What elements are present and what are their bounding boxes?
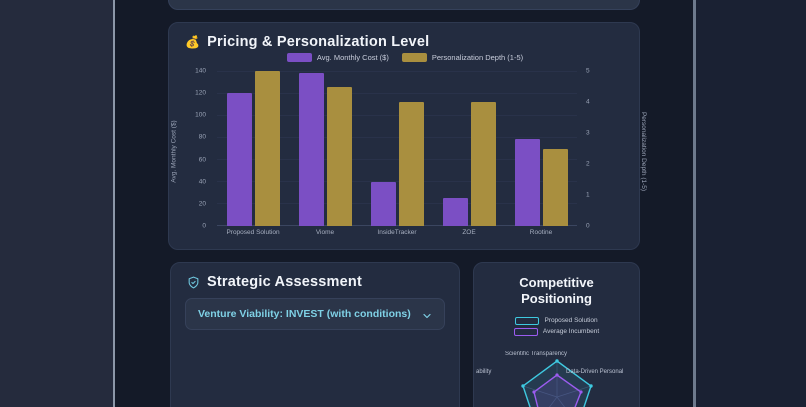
- competitive-card-title: Competitive Positioning: [519, 275, 594, 307]
- y-tick: 60: [198, 156, 206, 164]
- radar-chart: Scientific Transparency ability Data-Dri…: [474, 351, 641, 407]
- y-tick: 20: [198, 200, 206, 208]
- x-label: Rootine: [529, 229, 553, 236]
- y-axis-left: 140 120 100 80 60 40 20 0: [171, 67, 211, 230]
- y-tick: 80: [198, 133, 206, 141]
- radar-axis-label-right: Data-Driven Personal: [566, 369, 624, 375]
- bar-depth[interactable]: [398, 102, 424, 226]
- y-tick: 140: [195, 67, 206, 75]
- radar-swatch-incumbent: [513, 327, 538, 336]
- legend-item-depth[interactable]: Personalization Depth (1-5): [401, 53, 524, 62]
- bar-groups: [217, 71, 577, 226]
- x-label: Proposed Solution: [226, 229, 280, 236]
- legend-item-cost[interactable]: Avg. Monthly Cost ($): [286, 53, 389, 62]
- radar-legend-item-proposed[interactable]: Proposed Solution: [515, 316, 598, 325]
- y2-tick: 1: [586, 191, 590, 199]
- y-tick: 40: [198, 178, 206, 186]
- y-tick: 120: [195, 89, 206, 97]
- bar-depth[interactable]: [326, 86, 352, 226]
- pricing-personalization-card: 💰 Pricing & Personalization Level Avg. M…: [168, 22, 647, 251]
- venture-viability-accordion[interactable]: Venture Viability: INVEST (with conditio…: [185, 298, 445, 330]
- bar-cost[interactable]: [226, 93, 252, 226]
- bar-depth[interactable]: [254, 71, 280, 226]
- money-bag-icon: 💰: [185, 35, 201, 49]
- strategic-assessment-card: Strategic Assessment Venture Viability: …: [170, 262, 460, 407]
- radar-legend: Proposed Solution Average Incumbent: [474, 316, 639, 336]
- y-tick: 100: [195, 111, 206, 119]
- bar-group: [370, 71, 424, 226]
- radar-legend-label-proposed: Proposed Solution: [544, 317, 598, 324]
- radar-polygons: [521, 359, 593, 407]
- x-axis-labels: Proposed Solution Viome InsideTracker ZO…: [217, 229, 577, 236]
- y2-tick: 0: [586, 222, 590, 230]
- x-label: InsideTracker: [377, 229, 417, 236]
- bar-cost[interactable]: [514, 138, 540, 226]
- y-tick: 0: [202, 222, 206, 230]
- strategic-card-header: Strategic Assessment: [171, 263, 459, 290]
- y2-tick: 5: [586, 67, 590, 75]
- bar-group: [442, 71, 496, 226]
- pricing-card-title: Pricing & Personalization Level: [207, 34, 430, 50]
- bar-depth[interactable]: [542, 148, 568, 226]
- legend-label-depth: Personalization Depth (1-5): [431, 53, 524, 62]
- bar-cost[interactable]: [442, 198, 468, 226]
- chevron-down-icon[interactable]: [421, 309, 432, 320]
- main-content: 💰 Pricing & Personalization Level Avg. M…: [115, 0, 693, 407]
- bar-group: [298, 71, 352, 226]
- y2-tick: 4: [586, 98, 590, 106]
- venture-viability-label: Venture Viability: INVEST (with conditio…: [198, 308, 411, 320]
- y-axis-right-title: Personalization Depth (1-5): [640, 111, 648, 192]
- chart-legend: Avg. Monthly Cost ($) Personalization De…: [169, 53, 641, 62]
- bar-depth[interactable]: [470, 102, 496, 226]
- strategic-card-title: Strategic Assessment: [207, 274, 362, 290]
- radar-axis-label-left: ability: [476, 369, 492, 375]
- bar-cost[interactable]: [370, 181, 396, 226]
- legend-swatch-depth: [401, 53, 427, 62]
- bar-group: [226, 71, 280, 226]
- x-label: ZOE: [462, 229, 476, 236]
- shield-check-icon: [187, 276, 200, 289]
- right-gutter: [696, 0, 806, 407]
- legend-swatch-cost: [286, 53, 312, 62]
- y-axis-left-title: Avg. Monthly Cost ($): [170, 120, 178, 183]
- y2-tick: 2: [586, 160, 590, 168]
- bar-cost[interactable]: [298, 73, 324, 226]
- left-gutter: [0, 0, 113, 407]
- plot-area: [217, 71, 577, 226]
- x-label: Viome: [315, 229, 335, 236]
- radar-axis-label-top: Scientific Transparency: [505, 351, 568, 357]
- left-panel-divider: [113, 0, 115, 407]
- radar-swatch-proposed: [515, 316, 540, 325]
- competitive-positioning-card: Competitive Positioning Proposed Solutio…: [473, 262, 640, 407]
- pricing-card-header: 💰 Pricing & Personalization Level: [169, 23, 639, 50]
- radar-legend-item-incumbent[interactable]: Average Incumbent: [513, 327, 600, 336]
- pricing-bar-chart: Avg. Monthly Cost ($) Personalization De…: [169, 53, 647, 251]
- card-above-partial: [168, 0, 640, 10]
- bar-group: [514, 71, 568, 226]
- legend-label-cost: Avg. Monthly Cost ($): [316, 53, 389, 62]
- radar-legend-label-incumbent: Average Incumbent: [542, 328, 600, 335]
- y2-tick: 3: [586, 129, 590, 137]
- y-axis-right: 5 4 3 2 1 0: [581, 67, 621, 230]
- vertical-scrollbar[interactable]: [693, 0, 696, 407]
